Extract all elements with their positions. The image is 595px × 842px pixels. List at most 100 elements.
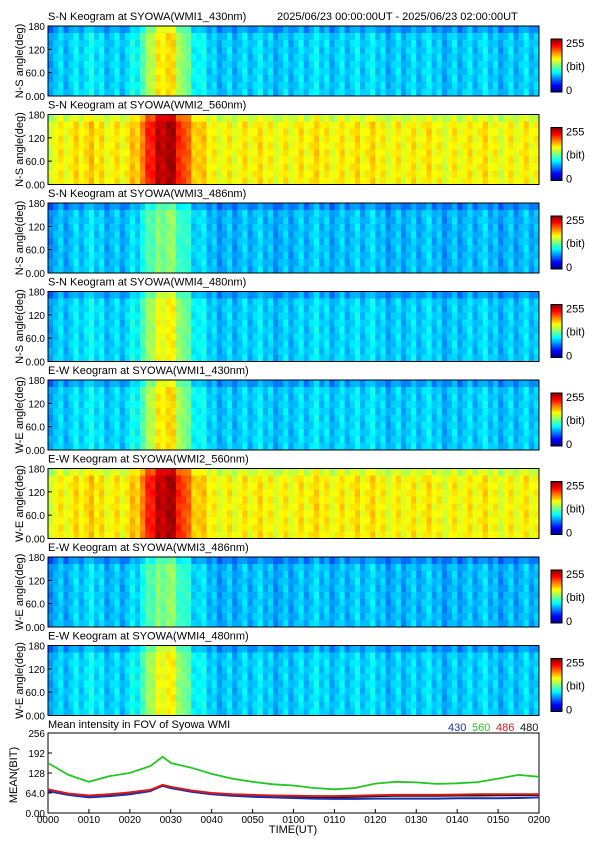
- y-tick-label: 0.00: [26, 181, 46, 192]
- series-line-560: [47, 755, 540, 791]
- y-tick-label: 180: [28, 465, 45, 476]
- mean-intensity-plot: Mean intensity in FOV of Syowa WMI 430 5…: [8, 719, 551, 836]
- panel-title: S-N Keogram at SYOWA(WMI3_486nm): [48, 188, 246, 200]
- keogram-image: [48, 203, 540, 274]
- legend-480: 480: [520, 722, 538, 734]
- colorbar-unit: (bit): [566, 504, 585, 516]
- colorbar-min: 0: [566, 351, 572, 363]
- colorbar-unit: (bit): [566, 327, 585, 339]
- colorbar: 255 (bit) 0: [550, 304, 585, 363]
- y-tick-label: 120: [28, 488, 45, 499]
- colorbar-scale: [550, 127, 563, 181]
- y-tick-label: 0.00: [26, 269, 46, 280]
- mean-y-tick-label: 0.00: [26, 809, 46, 820]
- colorbar-max: 255: [566, 658, 584, 670]
- colorbar-scale: [550, 215, 563, 270]
- mean-x-tick-label: 0110: [324, 815, 346, 826]
- mean-x-tick-label: 0000: [37, 815, 60, 826]
- time-range-header: 2025/06/23 00:00:00UT - 2025/06/23 02:00…: [277, 11, 518, 23]
- keogram-image: [48, 291, 540, 362]
- colorbar-unit: (bit): [566, 238, 585, 250]
- colorbar-min: 0: [566, 439, 572, 451]
- colorbar-scale: [550, 304, 563, 358]
- y-tick-label: 180: [28, 642, 45, 653]
- colorbar-max: 255: [566, 215, 584, 227]
- y-tick-label: 180: [28, 22, 45, 33]
- y-tick-label: 60.0: [26, 423, 46, 434]
- mean-x-tick-label: 0020: [119, 815, 142, 826]
- panel-ylabel: N-S angle(deg): [14, 24, 26, 99]
- y-tick-label: 120: [28, 134, 45, 145]
- mean-x-tick-label: 0100: [282, 815, 305, 826]
- mean-y-tick-label: 64.0: [26, 789, 46, 800]
- y-tick-label: 60.0: [26, 246, 46, 257]
- colorbar-unit: (bit): [566, 150, 585, 162]
- keogram-panel: S-N Keogram at SYOWA(WMI4_480nm)180 120 60…: [14, 277, 585, 369]
- keogram-panels: S-N Keogram at SYOWA(WMI1_430nm)18012060…: [14, 11, 585, 723]
- panel-title: S-N Keogram at SYOWA(WMI2_560nm): [48, 100, 246, 112]
- y-tick-label: 120: [28, 311, 45, 322]
- y-tick-label: 120: [28, 45, 45, 56]
- colorbar: 255 (bit) 0: [550, 215, 585, 274]
- y-tick-label: 180: [28, 553, 45, 564]
- colorbar-min: 0: [566, 174, 572, 186]
- colorbar-unit: (bit): [566, 61, 585, 73]
- y-tick-label: 120: [28, 665, 45, 676]
- y-tick-label: 180: [28, 199, 45, 210]
- colorbar: 255 (bit) 0: [550, 481, 585, 540]
- panel-frame: [47, 25, 540, 97]
- keogram-panel: E-W Keogram at SYOWA(WMI2_560nm)180 120 60…: [14, 454, 585, 546]
- keogram-panel: S-N Keogram at SYOWA(WMI3_486nm)180 120 60…: [14, 188, 585, 280]
- y-tick-label: 120: [28, 576, 45, 587]
- mean-x-tick-label: 0200: [528, 815, 551, 826]
- y-tick-label: 0.00: [26, 358, 46, 369]
- legend-430: 430: [448, 722, 466, 734]
- mean-y-tick-label: 192: [28, 749, 45, 760]
- y-tick-label: 120: [28, 222, 45, 233]
- mean-x-tick-label: 0140: [446, 815, 469, 826]
- panel-ylabel: N-S angle(deg): [14, 112, 26, 187]
- series-line-486: [47, 783, 539, 798]
- colorbar-scale: [550, 481, 563, 535]
- colorbar-scale: [550, 38, 563, 93]
- colorbar-min: 0: [566, 616, 572, 628]
- panel-ylabel: W-E angle(deg): [14, 465, 26, 542]
- colorbar-max: 255: [566, 127, 584, 139]
- keogram-image: [48, 114, 540, 185]
- mean-x-tick-label: 0150: [487, 815, 510, 826]
- keogram-image: [48, 380, 540, 451]
- legend-486: 486: [496, 722, 514, 734]
- mean-plot-axes: 0.00 64.0 128 192 256 0000 0010 0020 0030 0040 005…: [26, 729, 551, 826]
- mean-x-tick-label: 0120: [364, 815, 387, 826]
- mean-y-tick-label: 128: [28, 769, 45, 780]
- colorbar-scale: [550, 658, 563, 712]
- colorbar-unit: (bit): [566, 415, 585, 427]
- y-tick-label: 0.00: [26, 535, 46, 546]
- colorbar-max: 255: [566, 569, 584, 581]
- y-tick-label: 0.00: [26, 712, 46, 723]
- panel-title: E-W Keogram at SYOWA(WMI1_430nm): [48, 365, 249, 377]
- mean-x-tick-label: 0010: [78, 815, 101, 826]
- panel-title: E-W Keogram at SYOWA(WMI3_486nm): [48, 542, 249, 554]
- keogram-image: [48, 468, 540, 539]
- panel-ylabel: W-E angle(deg): [14, 554, 26, 631]
- panel-ylabel: N-S angle(deg): [14, 289, 26, 364]
- colorbar-scale: [550, 392, 563, 447]
- panel-frame: [47, 202, 540, 274]
- y-tick-label: 120: [28, 399, 45, 410]
- keogram-panel: S-N Keogram at SYOWA(WMI1_430nm)180 120 60…: [14, 11, 585, 103]
- keogram-image: [48, 26, 540, 97]
- panel-ylabel: N-S angle(deg): [14, 201, 26, 276]
- mean-plot-title: Mean intensity in FOV of Syowa WMI: [48, 719, 230, 731]
- panel-frame: [47, 379, 540, 451]
- y-tick-label: 60.0: [26, 157, 46, 168]
- mean-y-tick-label: 256: [28, 729, 45, 740]
- y-tick-label: 180: [28, 288, 45, 299]
- legend-560: 560: [472, 722, 490, 734]
- colorbar-min: 0: [566, 85, 572, 97]
- mean-plot-legend: 430 560 486 480: [448, 722, 538, 734]
- keogram-panel: S-N Keogram at SYOWA(WMI2_560nm)180 120 60…: [14, 100, 585, 192]
- y-tick-label: 180: [28, 111, 45, 122]
- colorbar-max: 255: [566, 304, 584, 316]
